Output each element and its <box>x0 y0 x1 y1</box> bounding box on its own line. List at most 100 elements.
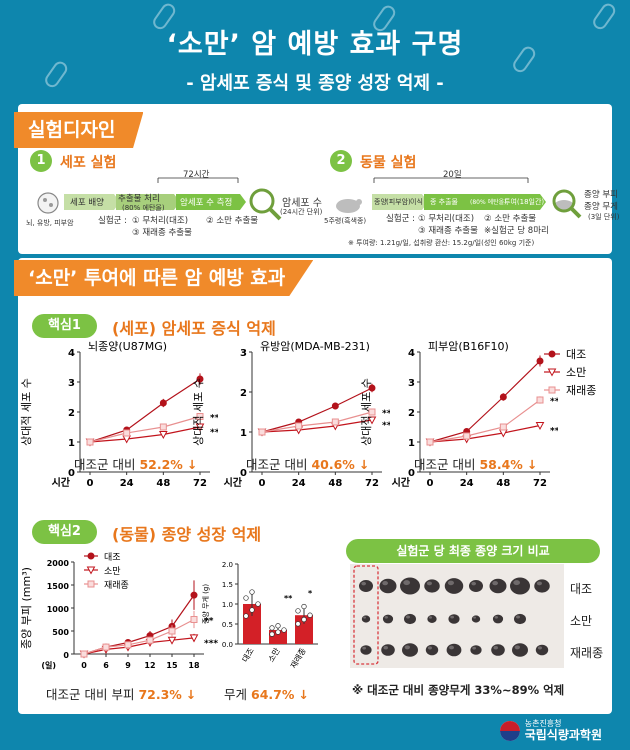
animal-step-tumor: 종양 <box>374 198 387 206</box>
sample-point <box>275 623 281 629</box>
tumor-highlight <box>536 581 542 586</box>
x-tick-label: 24 <box>292 478 306 489</box>
cell-step-treat-sub: (80% 에탄올) <box>122 204 165 212</box>
y-tick-label: 2 <box>408 408 415 419</box>
tumor-highlight <box>450 615 454 619</box>
petri-dish-icon <box>37 192 59 214</box>
y-tick-label: 0.5 <box>222 621 233 629</box>
x-tick-label: 18 <box>188 661 200 670</box>
data-point <box>367 416 377 425</box>
data-point <box>195 423 205 432</box>
x-tick-label: 48 <box>496 478 510 489</box>
compare-prefix: 대조군 대비 <box>246 457 308 472</box>
animal-exp-number: 2 <box>330 150 352 172</box>
tumor-highlight <box>513 580 520 586</box>
legend-label: 대조 <box>566 348 586 361</box>
y-tick-label: 3 <box>240 348 247 359</box>
x-tick-label: 48 <box>156 478 170 489</box>
x-tick-label: 재래종 <box>289 647 308 671</box>
animal-group1: ① 무처리(대조) <box>418 214 475 224</box>
legend-marker <box>86 566 96 575</box>
animal-group4: ※실험군 당 8마리 <box>484 226 549 236</box>
animal-step-extract: 종 추출물 <box>430 198 458 206</box>
x-tick-label: 72 <box>533 478 547 489</box>
sample-point <box>307 612 313 618</box>
legend-marker <box>87 580 95 588</box>
chart-title: 뇌종양(U87MG) <box>88 340 167 353</box>
cell-result-sub: (24시간 단위) <box>280 208 323 216</box>
effects-tag: ‘소만’ 투여에 따른 암 예방 효과 <box>14 260 314 296</box>
footer-logo: 농촌진흥청 국립식량과학원 <box>499 719 602 742</box>
data-point <box>295 422 303 430</box>
tumor-highlight <box>382 581 388 586</box>
data-point <box>86 438 94 446</box>
tumor-highlight <box>471 581 476 586</box>
legend-label: 소만 <box>104 566 121 577</box>
animal-note: ※ 투여량: 1.21g/일, 섭취량 환산: 15.2g/일(성인 60kg … <box>348 239 535 247</box>
down-arrow-icon: ↓ <box>186 457 198 472</box>
tumor-highlight <box>449 645 454 650</box>
magnifier-icon <box>552 189 576 213</box>
data-point <box>190 616 198 623</box>
tumor-sample <box>379 578 397 594</box>
cell-step-treat: 추출물 처리 <box>118 194 160 204</box>
y-tick-label: 3 <box>68 378 75 389</box>
y-tick-label: 2000 <box>47 559 70 568</box>
significance-mark: ** <box>210 414 218 424</box>
y-tick-label: 0 <box>63 651 69 660</box>
cell-result: 암세포 수 <box>282 198 322 209</box>
sample-point <box>269 625 275 631</box>
y-tick-label: 1 <box>240 428 247 439</box>
peanut-icon <box>42 60 72 90</box>
x-tick-label: 24 <box>120 478 134 489</box>
x-tick-label: 24 <box>460 478 474 489</box>
animal-group2: ② 소만 추출물 <box>484 214 537 224</box>
x-tick-label: 0 <box>259 478 266 489</box>
y-axis-label: 상대적 세포 수 <box>192 378 205 446</box>
data-point <box>196 375 204 383</box>
data-point <box>463 432 471 440</box>
data-point <box>190 591 198 599</box>
chart-title: 유방암(MDA-MB-231) <box>260 340 370 353</box>
animal-groups-label: 실험군 : <box>386 214 416 224</box>
significance-mark: ** <box>204 617 214 627</box>
tumor-highlight <box>537 646 542 650</box>
y-tick-label: 4 <box>68 348 75 359</box>
tumor-sample <box>402 643 418 657</box>
y-axis-label: 상대적 세포 수 <box>360 378 373 446</box>
org-small: 농촌진흥청 <box>524 719 562 728</box>
animal-exp-flow <box>336 177 582 219</box>
tumor-sample <box>427 615 437 623</box>
animal-step-tumor-sub: (피부암) <box>386 198 411 206</box>
compare-prefix: 대조군 대비 <box>74 457 136 472</box>
tumor-highlight <box>406 615 410 619</box>
x-tick-label: 대조 <box>241 647 256 664</box>
y-axis-label: 종양 부피 (mm³) <box>20 567 33 649</box>
sample-point <box>301 603 307 610</box>
mouse-icon <box>336 199 360 213</box>
data-point <box>535 422 545 431</box>
page-title: ‘소만’ 암 예방 효과 구명 <box>166 29 464 60</box>
photo-note: ※ 대조군 대비 종양무게 33%~89% 억제 <box>352 683 565 697</box>
cell-groups-label: 실험군 : <box>98 216 128 226</box>
tumor-sample <box>514 613 526 625</box>
peanut-icon <box>370 4 400 34</box>
data-point <box>536 357 544 365</box>
series-line <box>83 618 195 655</box>
tumor-sample <box>470 645 482 655</box>
tumor-highlight <box>492 581 498 586</box>
x-tick-label: 72 <box>365 478 379 489</box>
data-point <box>189 634 199 643</box>
x-axis-label: 시간 <box>392 476 411 489</box>
x-tick-label: 0 <box>81 661 87 670</box>
y-tick-label: 0 <box>408 468 415 479</box>
significance-mark: ** <box>382 409 390 419</box>
volume-compare: 대조군 대비 부피 72.3% ↓ <box>46 684 196 703</box>
cell-step-culture: 세포 배양 <box>70 198 104 208</box>
legend-marker <box>548 386 556 394</box>
animal-step-transplant: 이식 <box>410 198 423 206</box>
legend-label: 소만 <box>566 366 586 379</box>
